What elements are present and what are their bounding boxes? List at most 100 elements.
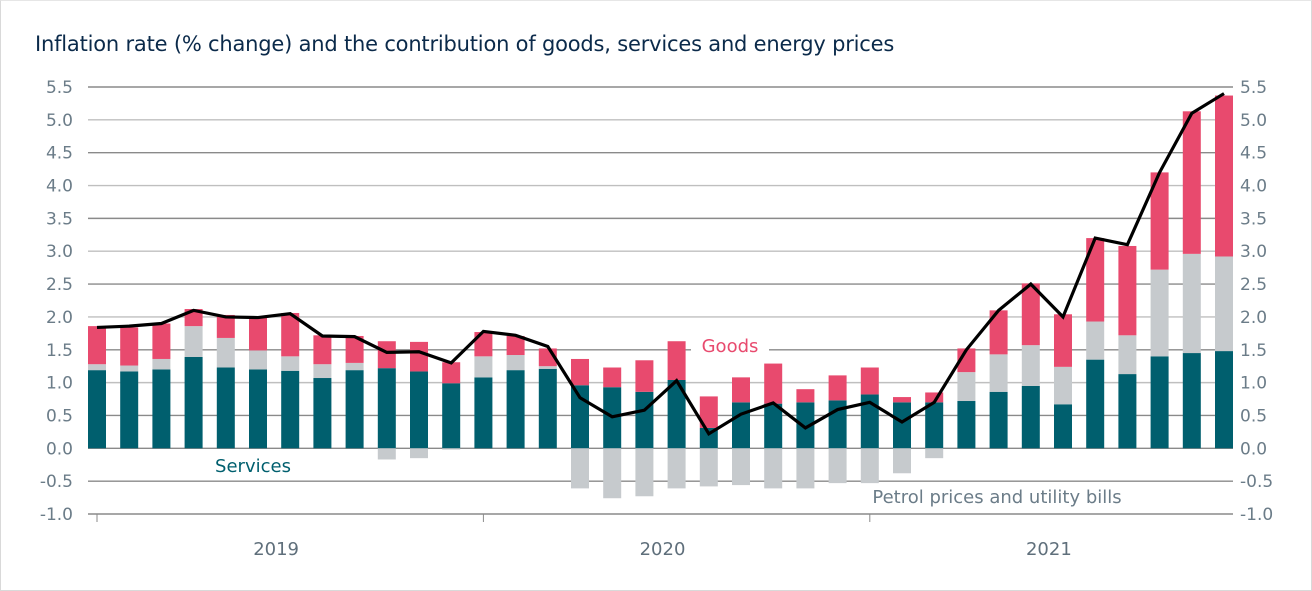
y-tick-label-left: 3.5 (46, 209, 73, 229)
bar-petrol-prices-and-utility-bills (957, 372, 976, 402)
bar-petrol-prices-and-utility-bills (216, 337, 235, 368)
bar-petrol-prices-and-utility-bills (699, 448, 718, 487)
bar-services (1182, 353, 1201, 449)
y-tick-label-right: -1.0 (1240, 505, 1273, 525)
bar-goods (925, 392, 944, 403)
y-tick-label-left: 0.0 (46, 439, 73, 459)
y-tick-label-left: -1.0 (40, 505, 73, 525)
bar-petrol-prices-and-utility-bills (667, 448, 686, 489)
bar-services (1021, 385, 1040, 449)
x-year-label: 2021 (1026, 539, 1072, 560)
bar-goods (989, 310, 1008, 355)
bar-petrol-prices-and-utility-bills (1054, 366, 1072, 405)
bar-goods (1086, 238, 1105, 322)
annotation-background (856, 484, 1138, 508)
bar-services (796, 402, 815, 449)
bar-goods (216, 314, 235, 338)
y-tick-label-right: 3.0 (1240, 242, 1267, 262)
bar-petrol-prices-and-utility-bills (635, 448, 654, 497)
y-tick-label-right: 0.5 (1240, 406, 1267, 426)
y-tick-label-right: 0.0 (1240, 439, 1267, 459)
y-tick-label-right: 1.5 (1240, 341, 1267, 361)
bar-services (957, 401, 976, 449)
bar-goods (474, 332, 493, 357)
bar-petrol-prices-and-utility-bills (828, 448, 847, 484)
bar-petrol-prices-and-utility-bills (1182, 253, 1201, 354)
bar-goods (860, 367, 879, 395)
inflation-line-group (96, 92, 1225, 437)
bar-goods (313, 335, 332, 365)
bar-goods (571, 358, 589, 386)
y-tick-label-left: 4.0 (46, 177, 73, 197)
bar-petrol-prices-and-utility-bills (410, 448, 428, 459)
bar-goods (506, 335, 525, 356)
bar-services (410, 371, 428, 449)
bar-services (732, 402, 750, 449)
bar-services (1215, 351, 1233, 449)
bar-services (345, 370, 364, 449)
annotation-goods: Goods (702, 336, 759, 357)
bar-services (925, 402, 944, 449)
bar-services (442, 383, 461, 449)
bar-services (764, 403, 783, 449)
bar-goods (796, 389, 815, 403)
bar-goods (1021, 283, 1040, 346)
y-tick-label-left: 4.5 (46, 144, 73, 164)
bar-services (538, 368, 557, 449)
bar-services (571, 385, 589, 449)
bar-petrol-prices-and-utility-bills (1021, 345, 1040, 386)
bar-services (474, 377, 493, 449)
bar-petrol-prices-and-utility-bills (313, 364, 332, 379)
bar-goods (249, 316, 267, 351)
y-tick-label-left: -0.5 (40, 472, 73, 492)
bar-goods (893, 397, 911, 403)
bar-goods (1150, 172, 1169, 270)
chart-title: Inflation rate (% change) and the contri… (35, 32, 895, 56)
y-tick-label-right: 4.0 (1240, 177, 1267, 197)
bar-petrol-prices-and-utility-bills (281, 356, 300, 371)
bar-goods (828, 375, 847, 401)
bar-goods (410, 341, 428, 372)
annotation-petrol-prices-and-utility-bills: Petrol prices and utility bills (872, 487, 1121, 508)
y-tick-label-left: 5.0 (46, 111, 73, 131)
bar-petrol-prices-and-utility-bills (796, 448, 815, 489)
bar-goods (1215, 95, 1233, 257)
bar-goods (1182, 111, 1201, 254)
bar-petrol-prices-and-utility-bills (442, 448, 461, 450)
bar-services (281, 370, 300, 449)
x-year-label: 2020 (640, 539, 686, 560)
bar-petrol-prices-and-utility-bills (184, 326, 203, 357)
bar-goods (764, 363, 783, 404)
bar-services (893, 402, 911, 449)
bar-services (506, 370, 525, 449)
bar-petrol-prices-and-utility-bills (88, 364, 106, 371)
bar-services (860, 394, 879, 449)
bar-petrol-prices-and-utility-bills (571, 448, 589, 489)
y-tick-label-right: -0.5 (1240, 472, 1273, 492)
bar-petrol-prices-and-utility-bills (860, 448, 879, 484)
bar-petrol-prices-and-utility-bills (506, 355, 525, 371)
annotation-background (691, 333, 769, 357)
annotation-background (207, 453, 299, 477)
bar-goods (442, 362, 461, 384)
bars (88, 95, 1233, 499)
y-tick-label-left: 1.5 (46, 341, 73, 361)
bar-petrol-prices-and-utility-bills (1086, 321, 1105, 360)
y-tick-label-right: 3.5 (1240, 209, 1267, 229)
bar-services (699, 427, 718, 449)
bar-services (313, 378, 332, 449)
bar-services (1118, 374, 1137, 449)
bar-petrol-prices-and-utility-bills (345, 362, 364, 371)
bar-petrol-prices-and-utility-bills (1150, 269, 1169, 357)
bar-goods (88, 326, 106, 365)
x-year-label: 2019 (253, 539, 299, 560)
bar-services (216, 367, 235, 449)
bar-services (989, 391, 1008, 449)
y-tick-label-left: 3.0 (46, 242, 73, 262)
bar-goods (732, 377, 750, 403)
bar-services (249, 369, 267, 449)
bar-goods (377, 341, 396, 369)
axes: 5.5 5.5 5.0 5.0 4.5 4.5 4.0 4.0 3.5 3.5 3.0 3.0 2.5 2… (40, 78, 1273, 560)
inflation-rate-line (96, 92, 1225, 437)
bar-goods (345, 335, 364, 363)
